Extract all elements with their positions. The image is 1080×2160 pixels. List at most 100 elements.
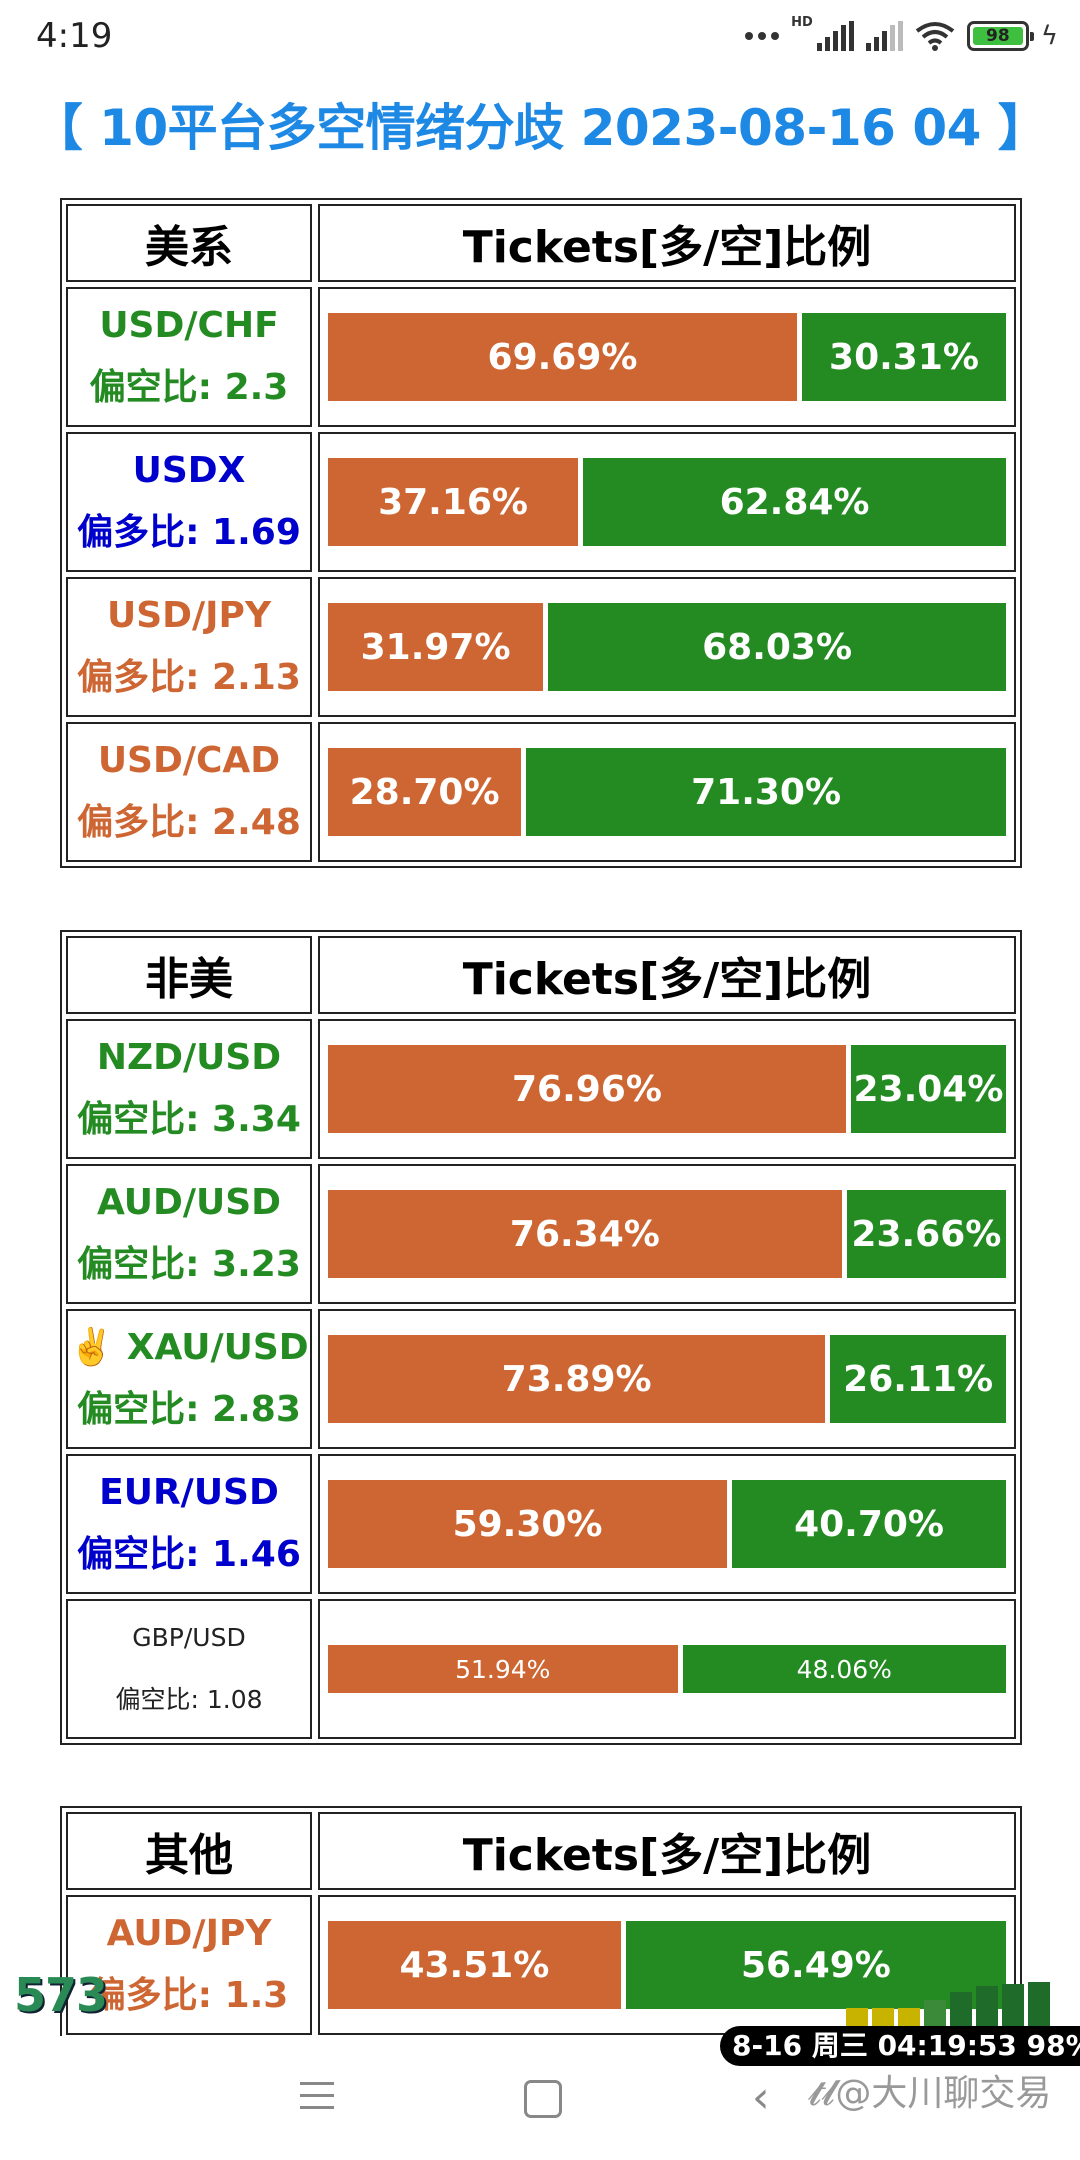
pair-name: USD/JPY: [106, 595, 272, 636]
pair-cell: USDX 偏多比: 1.69: [66, 432, 312, 572]
header-category: 美系: [66, 204, 312, 282]
pair-name: GBP/USD: [132, 1623, 246, 1652]
status-time: 4:19: [36, 16, 113, 56]
page-title: 【 10平台多空情绪分歧 2023-08-16 04 】: [32, 99, 1048, 157]
charging-bolt-icon: ϟ: [1040, 21, 1058, 51]
long-segment: 59.30%: [328, 1480, 728, 1568]
long-segment: 51.94%: [328, 1645, 678, 1693]
wifi-icon: [915, 22, 955, 51]
table-header: 非美 Tickets[多/空]比例: [66, 936, 1016, 1014]
status-bar: 4:19 HD 98 ϟ: [0, 0, 1080, 76]
ratio-cell: 51.94% 48.06%: [318, 1599, 1016, 1739]
table-row: USDX 偏多比: 1.69 37.16% 62.84%: [66, 432, 1016, 572]
long-segment: 43.51%: [328, 1921, 621, 2009]
dots-icon: [745, 32, 780, 40]
short-segment: 26.11%: [830, 1335, 1006, 1423]
pair-name: ✌️ XAU/USD: [69, 1327, 309, 1368]
bias-ratio: 偏空比: 3.34: [77, 1099, 301, 1140]
bias-ratio: 偏多比: 2.13: [77, 657, 301, 698]
pair-cell: AUD/USD 偏空比: 3.23: [66, 1164, 312, 1304]
header-category: 非美: [66, 936, 312, 1014]
short-segment: 23.66%: [846, 1190, 1006, 1278]
hd-label: HD: [791, 14, 813, 30]
pair-cell: NZD/USD 偏空比: 3.34: [66, 1019, 312, 1159]
back-icon[interactable]: ‹: [752, 2072, 770, 2123]
ratio-cell: 59.30% 40.70%: [318, 1454, 1016, 1594]
long-short-bar: 37.16% 62.84%: [328, 458, 1006, 546]
level-meter-icon: [846, 1978, 1050, 2026]
header-tickets-ratio: Tickets[多/空]比例: [318, 936, 1016, 1014]
short-segment: 23.04%: [850, 1045, 1006, 1133]
pair-cell: USD/JPY 偏多比: 2.13: [66, 577, 312, 717]
bias-ratio: 偏空比: 2.83: [77, 1389, 301, 1430]
long-segment: 37.16%: [328, 458, 579, 546]
table-row: GBP/USD 偏空比: 1.08 51.94% 48.06%: [66, 1599, 1016, 1739]
long-short-bar: 76.96% 23.04%: [328, 1045, 1006, 1133]
short-segment: 40.70%: [732, 1480, 1006, 1568]
ratio-cell: 37.16% 62.84%: [318, 432, 1016, 572]
short-segment: 71.30%: [526, 748, 1006, 836]
bias-ratio: 偏空比: 3.23: [77, 1244, 301, 1285]
long-short-bar: 73.89% 26.11%: [328, 1335, 1006, 1423]
header-category: 其他: [66, 1812, 312, 1890]
menu-icon[interactable]: [300, 2082, 334, 2118]
long-short-bar: 43.51% 56.49%: [328, 1921, 1006, 2009]
table-row: ✌️ XAU/USD 偏空比: 2.83 73.89% 26.11%: [66, 1309, 1016, 1449]
pair-name: AUD/USD: [96, 1182, 282, 1223]
short-segment: 62.84%: [583, 458, 1006, 546]
ratio-cell: 76.96% 23.04%: [318, 1019, 1016, 1159]
bias-ratio: 偏多比: 1.3: [89, 1975, 289, 2016]
bias-ratio: 偏空比: 2.3: [89, 367, 289, 408]
long-segment: 76.96%: [328, 1045, 846, 1133]
long-short-bar: 76.34% 23.66%: [328, 1190, 1006, 1278]
battery-icon: 98: [966, 21, 1034, 51]
header-tickets-ratio: Tickets[多/空]比例: [318, 204, 1016, 282]
table-row: USD/CAD 偏多比: 2.48 28.70% 71.30%: [66, 722, 1016, 862]
ratio-cell: 28.70% 71.30%: [318, 722, 1016, 862]
pair-cell: AUD/JPY 偏多比: 1.3: [66, 1895, 312, 2035]
section-non-us: 非美 Tickets[多/空]比例 NZD/USD 偏空比: 3.34 76.96%…: [60, 930, 1022, 1745]
long-short-bar: 51.94% 48.06%: [328, 1645, 1006, 1693]
table-row: USD/JPY 偏多比: 2.13 31.97% 68.03%: [66, 577, 1016, 717]
short-segment: 56.49%: [625, 1921, 1006, 2009]
signal-icon-2: [865, 21, 903, 51]
ratio-cell: 69.69% 30.31%: [318, 287, 1016, 427]
long-short-bar: 28.70% 71.30%: [328, 748, 1006, 836]
pair-cell: EUR/USD 偏空比: 1.46: [66, 1454, 312, 1594]
pair-cell: USD/CHF 偏空比: 2.3: [66, 287, 312, 427]
bias-ratio: 偏空比: 1.08: [115, 1685, 263, 1714]
table-row: USD/CHF 偏空比: 2.3 69.69% 30.31%: [66, 287, 1016, 427]
bias-ratio: 偏多比: 1.69: [77, 512, 301, 553]
long-segment: 31.97%: [328, 603, 544, 691]
long-segment: 28.70%: [328, 748, 522, 836]
pair-name: USD/CAD: [97, 740, 281, 781]
section-other: 其他 Tickets[多/空]比例 AUD/JPY 偏多比: 1.3 43.51% 5…: [60, 1806, 1022, 2036]
watermark: 𝓽𝓵@大川聊交易: [808, 2073, 1052, 2114]
long-segment: 69.69%: [328, 313, 798, 401]
long-short-bar: 59.30% 40.70%: [328, 1480, 1006, 1568]
pair-cell: ✌️ XAU/USD 偏空比: 2.83: [66, 1309, 312, 1449]
long-short-bar: 31.97% 68.03%: [328, 603, 1006, 691]
battery-level: 98: [986, 26, 1010, 46]
table-header: 美系 Tickets[多/空]比例: [66, 204, 1016, 282]
ratio-cell: 31.97% 68.03%: [318, 577, 1016, 717]
ratio-cell: 76.34% 23.66%: [318, 1164, 1016, 1304]
table-row: NZD/USD 偏空比: 3.34 76.96% 23.04%: [66, 1019, 1016, 1159]
short-segment: 30.31%: [802, 313, 1006, 401]
short-segment: 68.03%: [548, 603, 1006, 691]
section-us: 美系 Tickets[多/空]比例 USD/CHF 偏空比: 2.3 69.69% 3…: [60, 198, 1022, 868]
ratio-cell: 73.89% 26.11%: [318, 1309, 1016, 1449]
header-tickets-ratio: Tickets[多/空]比例: [318, 1812, 1016, 1890]
table-row: AUD/USD 偏空比: 3.23 76.34% 23.66%: [66, 1164, 1016, 1304]
pair-cell: GBP/USD 偏空比: 1.08: [66, 1599, 312, 1739]
long-segment: 73.89%: [328, 1335, 826, 1423]
bias-ratio: 偏多比: 2.48: [77, 802, 301, 843]
pair-name: USDX: [132, 450, 246, 491]
pair-name: EUR/USD: [99, 1472, 279, 1513]
timestamp-badge: 8-16 周三 04:19:53 98%: [720, 2026, 1080, 2066]
table-header: 其他 Tickets[多/空]比例: [66, 1812, 1016, 1890]
live-counter: 573: [14, 1968, 108, 2022]
short-segment: 48.06%: [682, 1645, 1006, 1693]
pair-name: USD/CHF: [99, 305, 279, 346]
home-icon[interactable]: [524, 2080, 562, 2118]
